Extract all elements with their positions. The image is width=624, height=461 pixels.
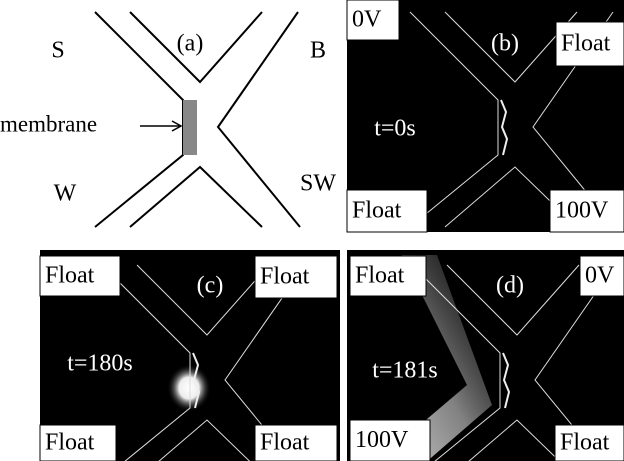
channel-wall <box>218 12 300 227</box>
voltage-label: Float <box>560 430 610 456</box>
voltage-label: Float <box>561 31 611 57</box>
port-label: SW <box>300 171 336 197</box>
voltage-label: 0V <box>585 263 615 289</box>
panel-c: (c) t=180s Float Float Float Float <box>40 250 340 461</box>
voltage-label: 100V <box>355 427 409 453</box>
voltage-label: Float <box>260 264 310 290</box>
panel-label: (d) <box>496 273 524 299</box>
glow <box>167 364 211 412</box>
voltage-label: Float <box>352 198 402 224</box>
voltage-label: Float <box>45 430 95 456</box>
voltage-label: Float <box>260 430 310 456</box>
time-label: t=0s <box>374 116 416 142</box>
panel-a: (a) S B W SW membrane <box>0 12 336 227</box>
panel-label: (c) <box>197 273 224 299</box>
panel-d: (d) t=181s Float 0V 100V Float <box>347 250 624 461</box>
membrane-label: membrane <box>0 111 97 136</box>
panel-label: (b) <box>491 31 519 57</box>
time-label: t=180s <box>67 351 133 377</box>
port-label: B <box>310 38 326 64</box>
voltage-label: Float <box>355 263 405 289</box>
panel-b: (b) t=0s 0V Float Float 100V <box>347 0 624 232</box>
channel-wall <box>95 12 183 227</box>
membrane-rect <box>183 100 197 155</box>
time-label: t=181s <box>372 358 438 384</box>
panel-label: (a) <box>177 31 204 57</box>
channel-wall <box>130 167 262 227</box>
voltage-label: 0V <box>352 7 382 33</box>
voltage-label: Float <box>45 263 95 289</box>
port-label: S <box>51 38 64 64</box>
figure: (a)SBWSWmembrane(b)t=0s0VFloatFloat100V(… <box>0 0 624 461</box>
voltage-label: 100V <box>555 198 609 224</box>
port-label: W <box>54 181 77 207</box>
